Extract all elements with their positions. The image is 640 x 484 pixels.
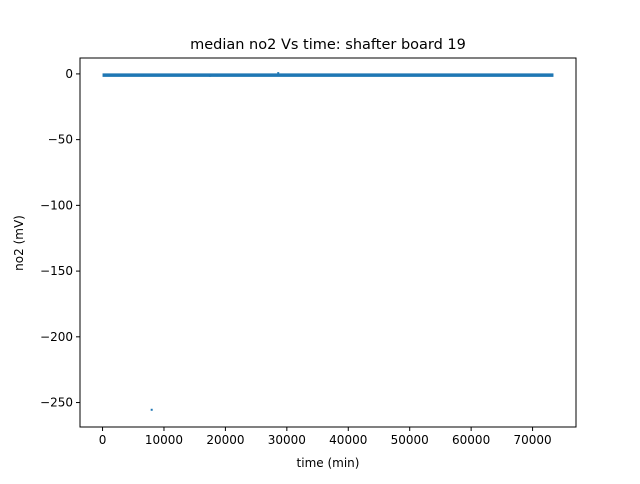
x-tick-label: 0: [99, 433, 107, 447]
x-tick-label: 70000: [513, 433, 551, 447]
x-tick-label: 40000: [329, 433, 367, 447]
plot-area: [102, 72, 554, 411]
x-tick-label: 60000: [452, 433, 490, 447]
y-tick-label: −100: [40, 198, 73, 212]
y-tick-label: −200: [40, 330, 73, 344]
x-axis: 0 10000 20000 30000 40000 50000 60000 70000: [99, 427, 552, 447]
data-point: [150, 408, 153, 411]
x-tick-label: 50000: [391, 433, 429, 447]
data-band: [102, 73, 554, 77]
y-tick-label: −50: [48, 133, 73, 147]
x-tick-label: 10000: [145, 433, 183, 447]
y-axis: 0 −50 −100 −150 −200 −250: [40, 67, 80, 410]
x-axis-label: time (min): [297, 456, 360, 470]
y-tick-label: 0: [65, 67, 73, 81]
chart-title: median no2 Vs time: shafter board 19: [190, 37, 466, 53]
x-tick-label: 20000: [206, 433, 244, 447]
y-tick-label: −150: [40, 264, 73, 278]
data-point: [141, 74, 144, 77]
data-point: [215, 74, 218, 77]
data-point: [209, 74, 212, 77]
data-point: [277, 72, 280, 75]
y-tick-label: −250: [40, 396, 73, 410]
x-tick-label: 30000: [268, 433, 306, 447]
y-axis-label: no2 (mV): [12, 215, 26, 271]
axes-frame: [79, 57, 577, 428]
